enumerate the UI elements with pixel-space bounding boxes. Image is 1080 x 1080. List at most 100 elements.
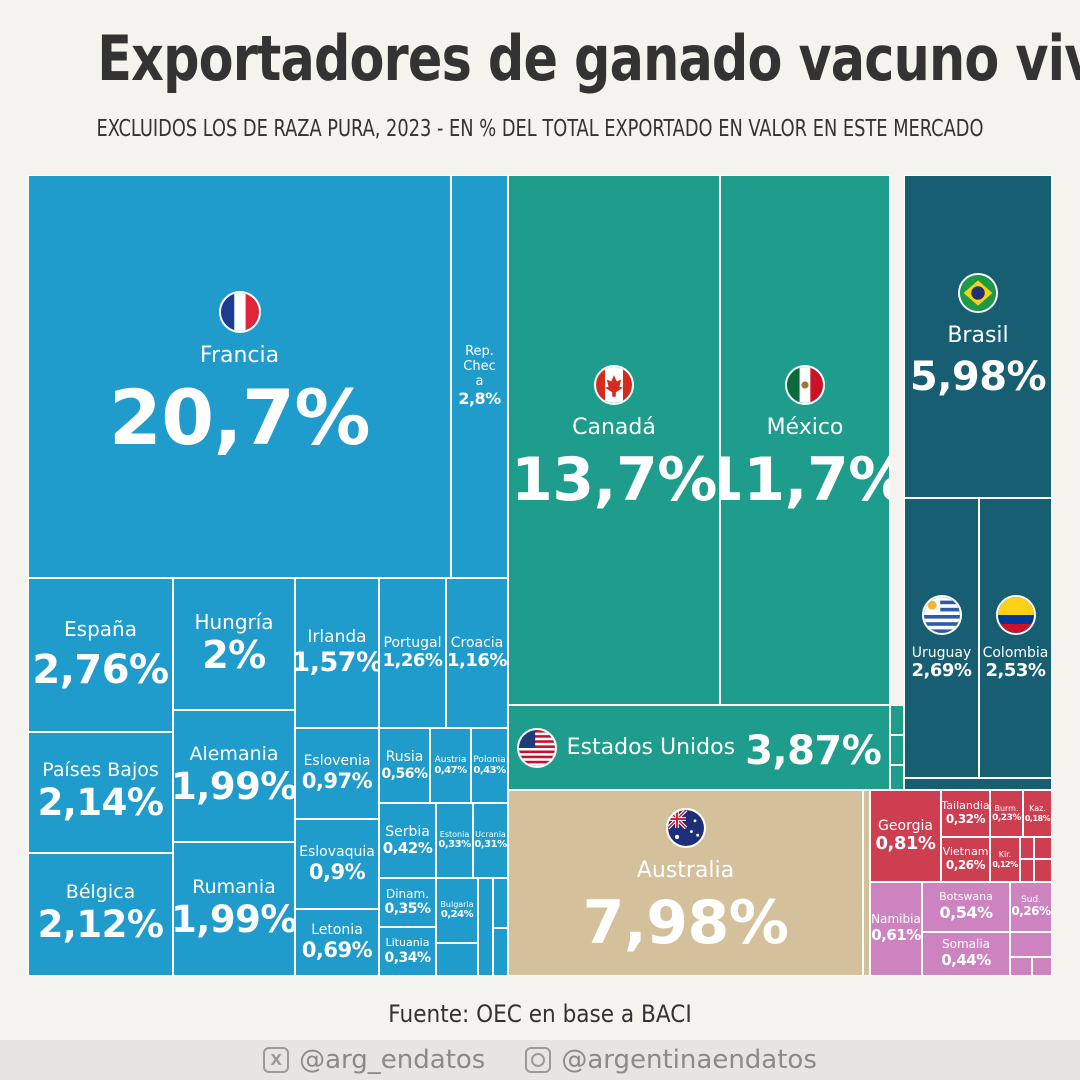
tile-label: Canadá: [572, 414, 656, 440]
tile-label: Polonia: [473, 754, 506, 765]
tile-label: Alemania: [189, 742, 279, 765]
tile-value: 0,43%: [473, 764, 506, 776]
tile-label: Irlanda: [307, 626, 367, 647]
tile-austria: Austria 0,47%: [430, 728, 471, 803]
tile-rumania: Rumania 1,99%: [173, 842, 295, 976]
tile-label: Croacia: [450, 634, 504, 651]
tile-minor: [904, 778, 1052, 790]
source-note: Fuente: OEC en base a BACI: [388, 1000, 692, 1028]
tile-minor: [890, 765, 904, 790]
tile-portugal: Portugal 1,26%: [379, 578, 446, 728]
tile-label: Francia: [199, 343, 280, 369]
tile-bulgaria: Bulgaria 0,24%: [436, 878, 478, 943]
tile-label: Letonia: [311, 922, 363, 939]
tile-minor: [1020, 837, 1034, 859]
tile-polonia: Polonia 0,43%: [471, 728, 508, 803]
tile-lituania: Lituania 0,34%: [379, 927, 436, 976]
tile-value: 0,26%: [1011, 904, 1051, 919]
tile-label: Colombia: [982, 644, 1049, 661]
tile-value: 0,33%: [438, 839, 471, 851]
tile-value: 1,26%: [382, 649, 443, 671]
tile-value: 0,12%: [992, 859, 1018, 869]
tile-minor: [478, 878, 493, 976]
tile-label: Kaz.: [1029, 804, 1046, 814]
tile-minor: [493, 928, 508, 976]
tile-dinam: Dinam. 0,35%: [379, 878, 436, 927]
tile-label: Rep. Checa: [463, 343, 496, 389]
tile-australia: Australia 7,98%: [508, 790, 863, 976]
tile-label: Países Bajos: [42, 759, 159, 782]
tile-value: 0,24%: [440, 909, 474, 921]
tile-label: Uruguay: [911, 644, 972, 661]
tile-label: Portugal: [383, 634, 442, 651]
tile-value: 0,97%: [301, 769, 373, 794]
tile-value: 2,53%: [985, 659, 1046, 681]
tile-label: Australia: [636, 857, 735, 883]
tile-tailandia: Tailandia 0,32%: [941, 790, 990, 837]
tile-label: Somalia: [941, 937, 991, 952]
tile-paises-bajos: Países Bajos 2,14%: [28, 732, 173, 853]
twitter-handle[interactable]: X @arg_endatos: [263, 1045, 485, 1075]
instagram-handle[interactable]: @argentinaendatos: [525, 1045, 817, 1075]
tile-label: Tailandia: [941, 799, 990, 813]
tile-rusia: Rusia 0,56%: [379, 728, 430, 803]
tile-value: 0,26%: [945, 857, 986, 872]
tile-value: 2,8%: [458, 388, 501, 408]
tile-value: 0,18%: [1024, 813, 1051, 823]
tile-hungria: Hungría 2%: [173, 578, 295, 710]
tile-value: 2,69%: [911, 659, 972, 681]
tile-label: Vietnam: [942, 845, 989, 859]
tile-value: 1,99%: [173, 764, 295, 808]
tile-georgia: Georgia 0,81%: [870, 790, 941, 882]
mexico-flag-icon: [785, 364, 825, 405]
tile-vietnam: Vietnam 0,26%: [941, 837, 990, 882]
tile-minor: [493, 878, 508, 928]
tile-label: Rusia: [385, 749, 424, 766]
tile-value: 0,81%: [875, 832, 936, 854]
tile-value: 2,76%: [32, 646, 169, 693]
treemap: Francia 20,7% Rep. Checa 2,8% España 2,76% Hun…: [28, 175, 1052, 976]
tile-value: 0,34%: [384, 949, 431, 966]
tile-value: 0,56%: [381, 765, 428, 782]
tile-value: 0,35%: [384, 901, 431, 918]
canada-flag-icon: [594, 364, 634, 405]
tile-minor: [890, 735, 904, 765]
tile-uruguay: Uruguay 2,69%: [904, 498, 979, 778]
tile-label: Estados Unidos: [566, 734, 736, 760]
tile-somalia: Somalia 0,44%: [922, 932, 1010, 976]
tile-value: 0,47%: [434, 764, 467, 776]
tile-value: 2%: [202, 632, 266, 677]
tile-value: 7,98%: [582, 888, 789, 959]
tile-mexico: México 11,7%: [720, 175, 890, 705]
tile-value: 0,31%: [474, 839, 507, 851]
tile-value: 20,7%: [108, 373, 371, 463]
tile-value: 1,99%: [173, 897, 295, 941]
tile-estonia: Estonia 0,33%: [436, 803, 473, 878]
tile-irlanda: Irlanda 1,57%: [295, 578, 379, 728]
tile-label: Estonia: [439, 830, 470, 840]
uruguay-flag-icon: [921, 594, 962, 635]
tile-value: 2,12%: [37, 903, 164, 947]
tile-label: España: [64, 616, 137, 641]
chart-subtitle: EXCLUIDOS LOS DE RAZA PURA, 2023 - EN % …: [96, 116, 984, 142]
tile-minor: [890, 705, 904, 735]
tile-botswana: Botswana 0,54%: [922, 882, 1010, 932]
tile-kir: Kir. 0,12%: [990, 837, 1020, 882]
tile-label: Hungría: [194, 609, 274, 634]
tile-minor: [863, 790, 870, 976]
tile-rep-checa: Rep. Checa 2,8%: [451, 175, 508, 578]
footer-bar: X @arg_endatos @argentinaendatos: [0, 1040, 1080, 1080]
tile-letonia: Letonia 0,69%: [295, 909, 379, 976]
tile-value: 0,9%: [308, 859, 366, 884]
tile-label: Georgia: [878, 817, 933, 834]
tile-minor: [1032, 957, 1052, 976]
tile-minor: [1010, 932, 1052, 957]
tile-label: Namibia: [871, 912, 921, 927]
tile-colombia: Colombia 2,53%: [979, 498, 1052, 778]
tile-label: México: [766, 414, 844, 440]
tile-minor: [1010, 957, 1032, 976]
tile-label: Sud.: [1021, 894, 1041, 905]
tile-value: 11,7%: [721, 445, 889, 516]
tile-label: Bulgaria: [440, 900, 474, 910]
tile-canada: Canadá 13,7%: [508, 175, 720, 705]
